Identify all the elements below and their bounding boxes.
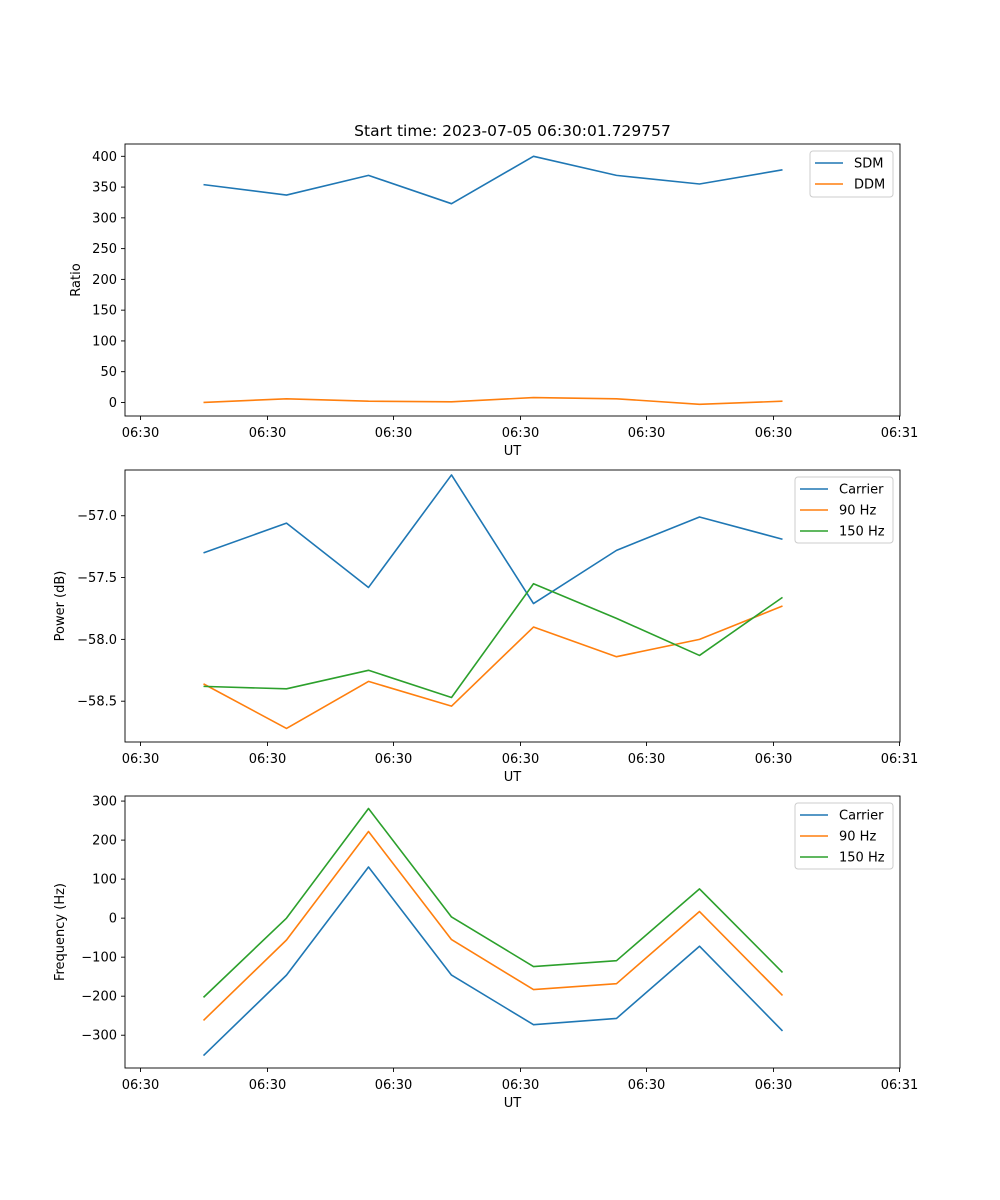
x-tick-label: 06:30 — [122, 752, 159, 767]
y-tick-label: −100 — [81, 951, 117, 966]
x-tick-label: 06:31 — [881, 1078, 918, 1093]
y-tick-label: 100 — [92, 334, 117, 349]
series-line-ddm — [203, 396, 783, 406]
legend: SDM DDM — [809, 150, 894, 198]
y-axis-label: Ratio — [69, 263, 84, 296]
y-axis-label: Frequency (Hz) — [53, 883, 68, 981]
y-tick-label: −200 — [81, 990, 117, 1005]
y-tick-label: 100 — [92, 873, 117, 888]
x-axis-label: UT — [504, 770, 522, 785]
plot-frame — [124, 469, 901, 743]
x-tick-label: 06:30 — [375, 752, 412, 767]
legend-entry: Carrier — [839, 809, 884, 824]
x-tick-label: 06:30 — [375, 1078, 412, 1093]
x-tick-label: 06:30 — [249, 752, 286, 767]
x-tick-label: 06:30 — [375, 426, 412, 441]
x-tick-label: 06:30 — [755, 1078, 792, 1093]
y-tick-label: 200 — [92, 273, 117, 288]
plot-frame — [124, 795, 901, 1069]
x-axis-label: UT — [504, 1096, 522, 1111]
y-tick-label: 300 — [92, 211, 117, 226]
x-tick-label: 06:30 — [502, 1078, 539, 1093]
legend-box — [794, 802, 894, 870]
legend-entry: 150 Hz — [839, 525, 885, 540]
y-tick-label: −57.0 — [77, 509, 117, 524]
power-panel: −57.0 −57.5 −58.0 −58.5 06:30 06:30 06:30 06:30… — [53, 469, 918, 785]
y-tick-label: 150 — [92, 304, 117, 319]
legend-entry: 90 Hz — [839, 830, 876, 845]
legend: Carrier 90 Hz 150 Hz — [794, 802, 894, 870]
x-tick-label: 06:30 — [249, 1078, 286, 1093]
series-line-sdm — [203, 155, 783, 205]
y-tick-label: −57.5 — [77, 571, 117, 586]
legend-box — [794, 476, 894, 544]
legend: Carrier 90 Hz 150 Hz — [794, 476, 894, 544]
y-tick-label: −58.0 — [77, 633, 117, 648]
y-tick-label: −58.5 — [77, 695, 117, 710]
series-line-carrier — [202, 866, 784, 1057]
x-tick-label: 06:30 — [755, 426, 792, 441]
chart-title: Start time: 2023-07-05 06:30:01.729757 — [354, 122, 671, 140]
x-tick-label: 06:30 — [122, 426, 159, 441]
x-tick-label: 06:31 — [881, 752, 918, 767]
series-line-carrier — [203, 474, 783, 605]
y-tick-label: 400 — [92, 150, 117, 165]
x-tick-label: 06:31 — [881, 426, 918, 441]
x-tick-label: 06:30 — [628, 752, 665, 767]
legend-entry: DDM — [854, 178, 885, 193]
series-line-90-hz — [202, 830, 784, 1021]
x-tick-label: 06:30 — [628, 426, 665, 441]
ratio-panel: 0 50 100 150 200 250 300 350 400 06:30 06:30 06:30 0… — [69, 122, 918, 459]
x-tick-label: 06:30 — [502, 752, 539, 767]
y-tick-label: 0 — [109, 912, 117, 927]
y-axis-label: Power (dB) — [53, 571, 68, 642]
x-tick-label: 06:30 — [755, 752, 792, 767]
x-tick-label: 06:30 — [249, 426, 286, 441]
legend-entry: 150 Hz — [839, 851, 885, 866]
series-line-150-hz — [202, 807, 784, 998]
y-tick-label: 350 — [92, 181, 117, 196]
frequency-panel: 300 200 100 0 −100 −200 −300 06:30 06:30 06:30 06:… — [53, 795, 918, 1111]
plot-frame — [124, 143, 901, 417]
y-tick-label: 50 — [100, 365, 117, 380]
legend-entry: 90 Hz — [839, 504, 876, 519]
x-axis-label: UT — [504, 444, 522, 459]
y-tick-label: 200 — [92, 834, 117, 849]
legend-entry: SDM — [854, 157, 883, 172]
x-tick-label: 06:30 — [628, 1078, 665, 1093]
y-tick-label: 0 — [109, 396, 117, 411]
x-tick-label: 06:30 — [502, 426, 539, 441]
legend-entry: Carrier — [839, 483, 884, 498]
y-tick-label: −300 — [81, 1029, 117, 1044]
x-tick-label: 06:30 — [122, 1078, 159, 1093]
y-tick-label: 300 — [92, 795, 117, 810]
series-line-150-hz — [203, 582, 783, 699]
series-line-90-hz — [203, 605, 783, 730]
y-tick-label: 250 — [92, 242, 117, 257]
